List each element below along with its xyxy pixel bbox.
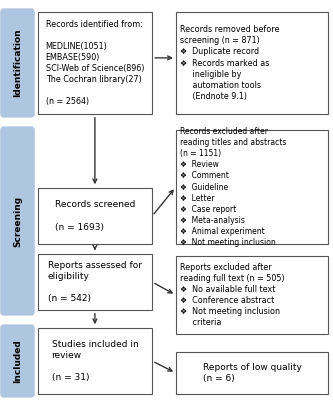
Text: Records removed before
screening (n = 871)
❖  Duplicate record
❖  Records marked: Records removed before screening (n = 87… <box>180 25 280 101</box>
Text: Reports excluded after
reading full text (n = 505)
❖  No available full text
❖  : Reports excluded after reading full text… <box>180 263 285 327</box>
FancyBboxPatch shape <box>176 256 328 334</box>
FancyBboxPatch shape <box>1 9 34 117</box>
Text: Reports assessed for
eligibility

(n = 542): Reports assessed for eligibility (n = 54… <box>48 261 142 303</box>
FancyBboxPatch shape <box>1 325 34 397</box>
Text: Records screened

(n = 1693): Records screened (n = 1693) <box>55 200 135 232</box>
Text: Records excluded after
reading titles and abstracts
(n = 1151)
❖  Review
❖  Comm: Records excluded after reading titles an… <box>180 127 287 247</box>
FancyBboxPatch shape <box>38 328 152 394</box>
Text: Included: Included <box>13 339 22 383</box>
FancyBboxPatch shape <box>38 254 152 310</box>
FancyBboxPatch shape <box>176 130 328 244</box>
FancyBboxPatch shape <box>38 12 152 114</box>
Text: Identification: Identification <box>13 29 22 97</box>
Text: Records identified from:

MEDLINE(1051)
EMBASE(590)
SCI-Web of Science(896)
The : Records identified from: MEDLINE(1051) E… <box>46 20 144 106</box>
FancyBboxPatch shape <box>176 352 328 394</box>
FancyBboxPatch shape <box>176 12 328 114</box>
Text: Reports of low quality
(n = 6): Reports of low quality (n = 6) <box>203 363 302 383</box>
Text: Screening: Screening <box>13 196 22 246</box>
FancyBboxPatch shape <box>1 127 34 315</box>
FancyBboxPatch shape <box>38 188 152 244</box>
Text: Studies included in
review

(n = 31): Studies included in review (n = 31) <box>52 340 138 382</box>
